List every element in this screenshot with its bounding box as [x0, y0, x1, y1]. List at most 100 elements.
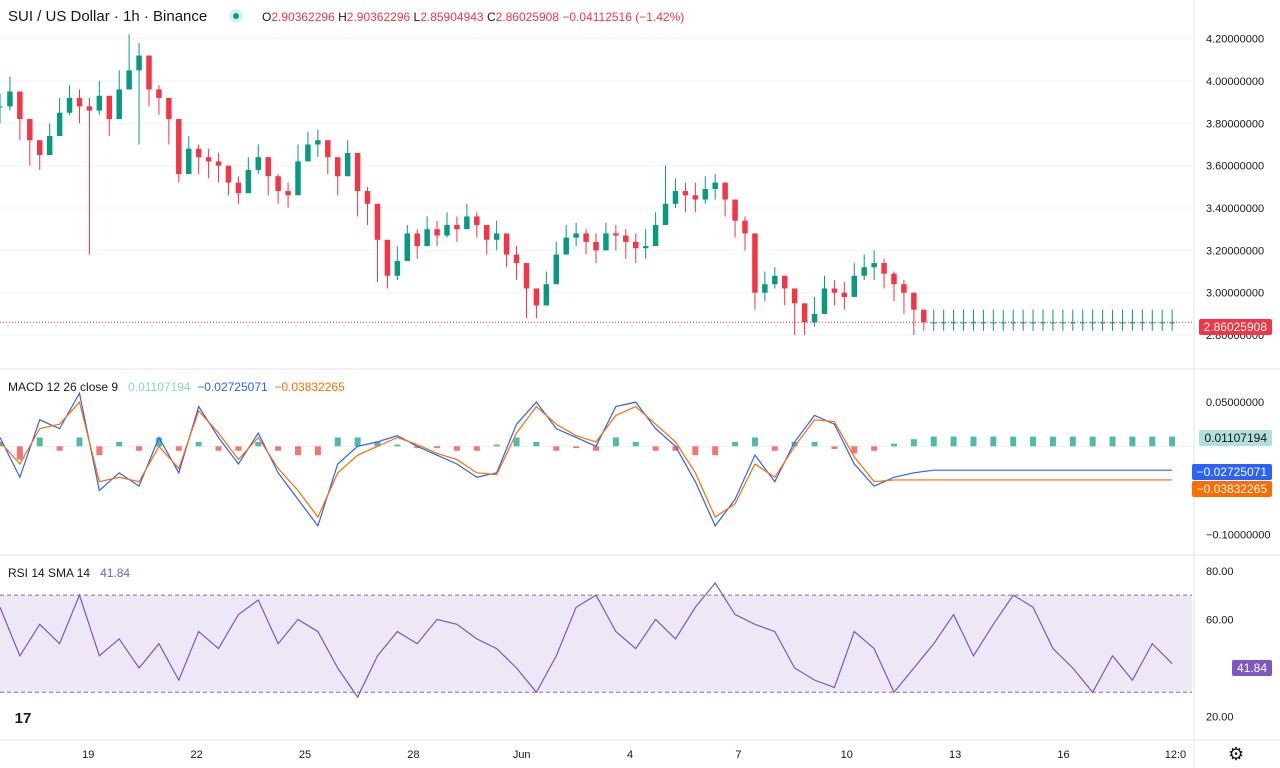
candle-body[interactable]: [126, 70, 132, 90]
candle-body[interactable]: [841, 292, 848, 297]
candle-body[interactable]: [1139, 322, 1146, 324]
candle-body[interactable]: [871, 263, 877, 268]
candle-body[interactable]: [613, 233, 619, 236]
gear-icon[interactable]: ⚙: [1228, 744, 1245, 764]
rsi-line[interactable]: [0, 581, 1173, 699]
candle-body[interactable]: [0, 106, 3, 108]
candle-body[interactable]: [156, 89, 162, 98]
candle-body[interactable]: [851, 275, 857, 297]
candle-body[interactable]: [633, 241, 639, 249]
candle-body[interactable]: [325, 140, 331, 158]
candle-body[interactable]: [344, 152, 351, 177]
candle-body[interactable]: [1020, 322, 1026, 324]
candle-body[interactable]: [861, 267, 867, 276]
candle-body[interactable]: [891, 273, 897, 285]
candle-body[interactable]: [245, 169, 252, 194]
candle-body[interactable]: [503, 233, 510, 255]
candle-body[interactable]: [215, 161, 222, 166]
candle-body[interactable]: [901, 284, 907, 293]
candle-body[interactable]: [990, 322, 997, 324]
candle-body[interactable]: [116, 89, 122, 120]
candle-body[interactable]: [553, 254, 559, 285]
candle-body[interactable]: [1099, 322, 1106, 324]
candle-body[interactable]: [66, 97, 73, 113]
candle-body[interactable]: [543, 284, 550, 306]
candle-body[interactable]: [1080, 322, 1086, 324]
candle-body[interactable]: [513, 254, 520, 264]
candle-body[interactable]: [295, 161, 301, 196]
candle-body[interactable]: [931, 322, 937, 324]
candle-body[interactable]: [970, 322, 977, 324]
candle-body[interactable]: [623, 235, 629, 242]
candle-body[interactable]: [146, 55, 152, 90]
candle-body[interactable]: [642, 246, 649, 249]
candle-body[interactable]: [533, 288, 540, 306]
candle-body[interactable]: [603, 233, 609, 251]
rsi-legend[interactable]: RSI 14 SMA 14 41.84: [8, 566, 130, 580]
candle-body[interactable]: [434, 229, 440, 236]
candle-body[interactable]: [493, 233, 500, 240]
candle-body[interactable]: [752, 233, 758, 293]
candle-body[interactable]: [921, 309, 927, 323]
candle-body[interactable]: [166, 97, 172, 120]
candle-body[interactable]: [265, 157, 271, 177]
candle-body[interactable]: [593, 241, 599, 251]
candle-body[interactable]: [255, 157, 261, 170]
candle-body[interactable]: [960, 322, 967, 324]
candle-body[interactable]: [136, 55, 142, 71]
candle-body[interactable]: [583, 233, 589, 242]
candle-body[interactable]: [950, 322, 957, 324]
candle-body[interactable]: [1089, 322, 1096, 324]
candle-body[interactable]: [86, 106, 93, 111]
candle-body[interactable]: [384, 239, 391, 276]
candle-body[interactable]: [742, 220, 748, 234]
candle-body[interactable]: [27, 119, 33, 141]
candle-body[interactable]: [811, 313, 818, 323]
candle-body[interactable]: [1149, 322, 1155, 324]
candle-body[interactable]: [275, 176, 281, 192]
candle-body[interactable]: [1000, 322, 1006, 324]
candle-body[interactable]: [762, 284, 768, 293]
candle-body[interactable]: [474, 216, 480, 225]
candle-body[interactable]: [782, 275, 788, 289]
candle-body[interactable]: [394, 260, 401, 276]
candle-body[interactable]: [484, 224, 490, 240]
candle-body[interactable]: [195, 148, 202, 158]
candle-body[interactable]: [285, 191, 291, 196]
candle-body[interactable]: [96, 95, 103, 111]
candle-body[interactable]: [881, 263, 887, 274]
candle-body[interactable]: [1070, 322, 1076, 324]
candle-body[interactable]: [1040, 322, 1046, 324]
candle-body[interactable]: [1129, 322, 1136, 324]
candle-body[interactable]: [911, 292, 917, 310]
candle-body[interactable]: [1010, 322, 1016, 324]
candle-body[interactable]: [1159, 322, 1165, 324]
candle-body[interactable]: [454, 224, 460, 230]
candle-body[interactable]: [702, 188, 708, 200]
tradingview-logo[interactable]: 17: [6, 704, 40, 734]
candle-body[interactable]: [523, 263, 530, 289]
candle-body[interactable]: [1119, 322, 1126, 324]
candle-body[interactable]: [1030, 322, 1036, 324]
candle-body[interactable]: [940, 322, 947, 324]
candle-body[interactable]: [354, 152, 361, 192]
candle-body[interactable]: [692, 195, 699, 200]
candle-body[interactable]: [682, 191, 689, 196]
candle-body[interactable]: [414, 233, 420, 247]
candle-body[interactable]: [732, 199, 738, 221]
candle-body[interactable]: [76, 97, 83, 107]
candle-body[interactable]: [672, 191, 679, 204]
candle-body[interactable]: [46, 136, 53, 156]
candle-body[interactable]: [335, 157, 341, 177]
candle-body[interactable]: [315, 140, 321, 145]
candle-body[interactable]: [563, 237, 569, 255]
candle-body[interactable]: [662, 203, 669, 225]
candle-body[interactable]: [186, 148, 192, 175]
candle-body[interactable]: [712, 182, 718, 189]
candle-body[interactable]: [444, 224, 450, 236]
macd-legend[interactable]: MACD 12 26 close 9 0.01107194 −0.0272507…: [8, 380, 345, 394]
candle-body[interactable]: [801, 303, 808, 323]
candle-body[interactable]: [364, 191, 371, 204]
candle-body[interactable]: [791, 288, 798, 304]
candle-body[interactable]: [225, 165, 232, 183]
